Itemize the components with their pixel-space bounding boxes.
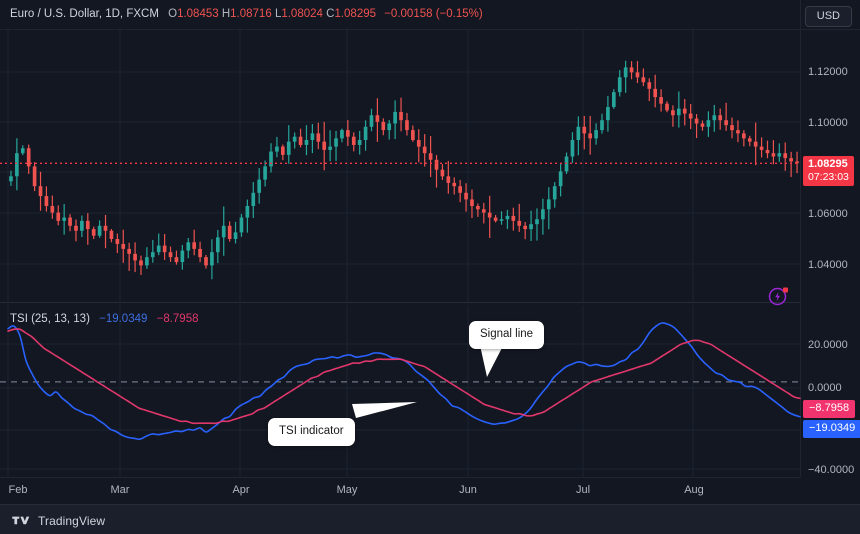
close-key: C xyxy=(326,8,335,20)
open-key: O xyxy=(168,8,178,20)
currency-badge[interactable]: USD xyxy=(804,6,852,27)
signal-value-badge[interactable]: −8.7958 xyxy=(803,400,856,418)
chart-header: Euro / U.S. Dollar, 1D, FXCM O1.08453 H1… xyxy=(0,0,860,29)
price-axis-divider xyxy=(800,0,801,477)
tradingview-logo[interactable]: TradingView xyxy=(12,514,105,528)
time-axis-label: Mar xyxy=(110,484,130,496)
tsi-value-badge[interactable]: −19.0349 xyxy=(803,420,860,438)
time-axis-divider xyxy=(0,477,800,478)
symbol-legend[interactable]: Euro / U.S. Dollar, 1D, FXCM O1.08453 H1… xyxy=(10,7,483,21)
candlestick-chart[interactable] xyxy=(0,30,860,302)
low-key: L xyxy=(274,8,282,20)
header-divider xyxy=(0,29,860,30)
ohlc-values: O1.08453 H1.08716 L1.08024 C1.08295 xyxy=(168,8,379,20)
low-value: 1.08024 xyxy=(281,8,323,20)
time-axis-label: Jun xyxy=(459,484,477,496)
tsi-legend-signal-value: −8.7958 xyxy=(156,313,199,325)
time-axis-label: Aug xyxy=(684,484,704,496)
symbol-title: Euro / U.S. Dollar, 1D, FXCM xyxy=(10,8,159,20)
last-price-value: 1.08295 xyxy=(808,158,848,170)
time-axis-label: Apr xyxy=(232,484,250,496)
tsi-indicator-callout[interactable]: TSI indicator xyxy=(268,418,355,446)
high-key: H xyxy=(221,8,231,20)
open-value: 1.08453 xyxy=(177,8,219,20)
footer-bar: TradingView xyxy=(0,504,860,534)
price-axis-label: 1.04000 xyxy=(808,259,848,271)
lightning-bolt-icon[interactable] xyxy=(768,285,789,306)
tsi-legend[interactable]: TSI (25, 13, 13) −19.0349 −8.7958 xyxy=(10,312,199,326)
tsi-axis-label: 0.0000 xyxy=(808,382,842,394)
time-axis-label: May xyxy=(336,484,358,496)
close-value: 1.08295 xyxy=(334,8,377,20)
time-axis[interactable]: Feb Mar Apr May Jun Jul Aug xyxy=(0,478,860,504)
time-axis-label: Feb xyxy=(8,484,28,496)
tsi-legend-tsi-value: −19.0349 xyxy=(99,313,148,325)
countdown-timer: 07:23:03 xyxy=(808,171,849,183)
tradingview-logo-text: TradingView xyxy=(38,514,106,528)
tsi-legend-name: TSI (25, 13, 13) xyxy=(10,313,90,325)
tsi-pane[interactable] xyxy=(0,305,860,477)
pane-separator[interactable] xyxy=(0,302,800,303)
price-axis-label: 1.12000 xyxy=(808,66,848,78)
tsi-axis-label: −40.0000 xyxy=(808,464,855,476)
tradingview-logo-icon xyxy=(12,516,30,524)
high-value: 1.08716 xyxy=(230,8,272,20)
price-axis-label: 1.06000 xyxy=(808,208,848,220)
time-axis-label: Jul xyxy=(575,484,591,496)
price-pane[interactable] xyxy=(0,30,860,302)
signal-line-callout[interactable]: Signal line xyxy=(469,321,545,349)
tsi-indicator-chart[interactable] xyxy=(0,305,860,477)
tsi-axis-label: 20.0000 xyxy=(808,339,848,351)
last-price-badge[interactable]: 1.08295 07:23:03 xyxy=(803,156,854,186)
price-change: −0.00158 (−0.15%) xyxy=(384,8,483,20)
price-axis-label: 1.10000 xyxy=(808,117,848,129)
